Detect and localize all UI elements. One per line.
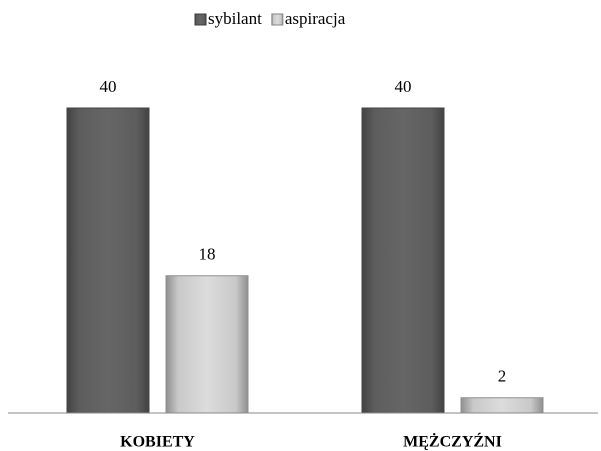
legend-label: sybilant <box>208 9 262 28</box>
data-label: 40 <box>395 77 412 96</box>
x-tick-label: KOBIETY <box>120 434 195 451</box>
bar <box>361 107 445 414</box>
bar <box>66 107 150 414</box>
legend-swatch <box>271 13 284 26</box>
bar <box>165 275 249 414</box>
bar <box>460 397 544 414</box>
legend-swatch <box>194 13 207 26</box>
data-label: 2 <box>498 367 507 386</box>
legend-label: aspiracja <box>285 9 346 28</box>
data-label: 18 <box>199 245 216 264</box>
data-label: 40 <box>100 77 117 96</box>
x-tick-label: MĘŻCZYŹNI <box>403 432 502 451</box>
